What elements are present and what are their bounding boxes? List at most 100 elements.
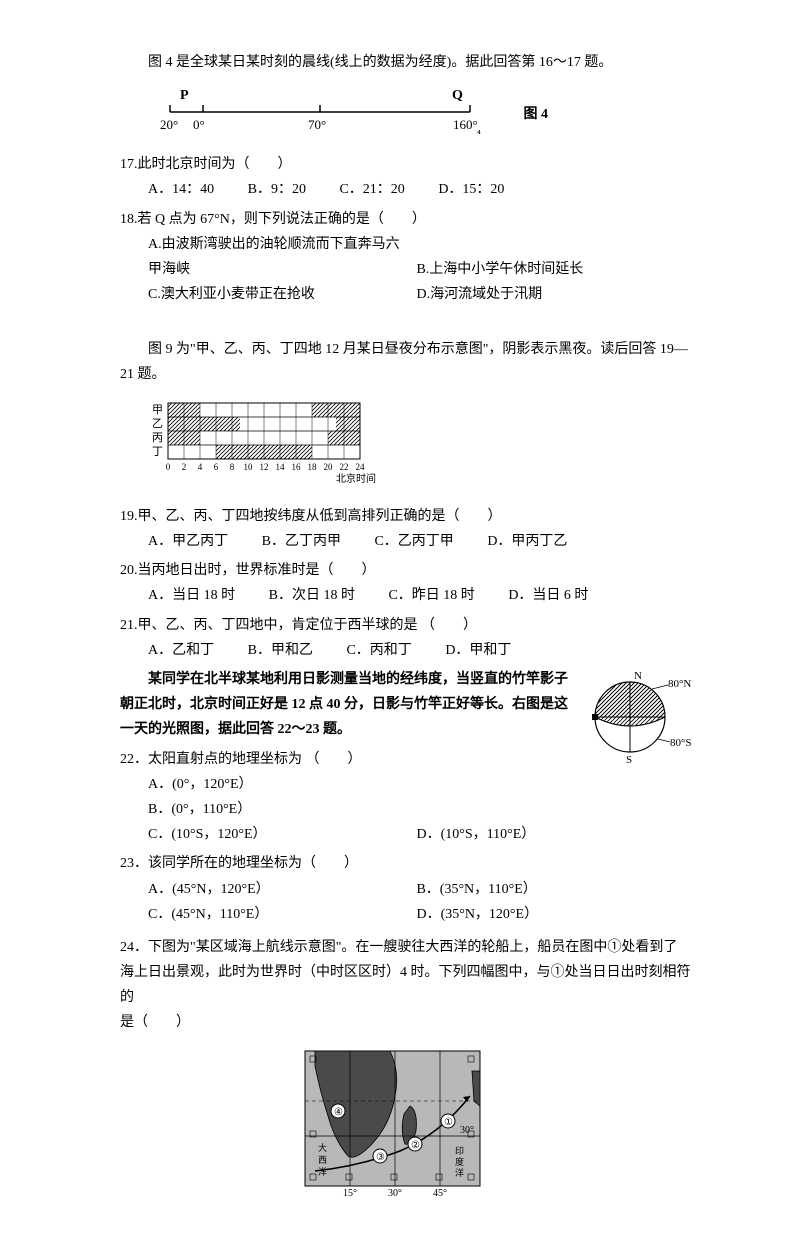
question-21: 21.甲、乙、丙、丁四地中，肯定位于西半球的是 （ ） A．乙和丁 B．甲和乙 … — [120, 613, 700, 663]
svg-text:14: 14 — [276, 462, 286, 472]
q18-opt-a[interactable]: A.由波斯湾驶出的油轮顺流而下直奔马六甲海峡 — [148, 232, 413, 282]
q24-stem2: 海上日出景观，此时为世界时（中时区区时）4 时。下列四幅图中，与①处当日日出时刻… — [120, 960, 700, 1010]
svg-text:①: ① — [444, 1117, 453, 1128]
svg-text:45°: 45° — [433, 1188, 447, 1196]
svg-text:②: ② — [411, 1140, 420, 1151]
q23-opt-b[interactable]: B．(35°N，110°E） — [416, 877, 681, 902]
q21-num: 21. — [120, 618, 138, 633]
svg-text:③: ③ — [376, 1152, 385, 1163]
question-17: 17.此时北京时间为（ ） A．14：40 B．9：20 C．21：20 D．1… — [120, 152, 700, 202]
svg-text:④: ④ — [334, 1107, 343, 1118]
svg-text:4: 4 — [198, 462, 203, 472]
svg-text:⁴: ⁴ — [477, 128, 481, 140]
fig4-tick-neg20: 20° — [160, 117, 178, 132]
svg-text:0: 0 — [166, 462, 171, 472]
fig4-tick-70: 70° — [308, 117, 326, 132]
question-19: 19.甲、乙、丙、丁四地按纬度从低到高排列正确的是（ ） A．甲乙丙丁 B．乙丁… — [120, 504, 700, 554]
q20-opt-d[interactable]: D．当日 6 时 — [508, 583, 588, 608]
q22-opt-a[interactable]: A．(0°，120°E） — [148, 772, 413, 797]
q19-opt-d[interactable]: D．甲丙丁乙 — [487, 529, 567, 554]
q24-num: 24． — [120, 940, 148, 955]
svg-text:10: 10 — [244, 462, 254, 472]
q18-num: 18. — [120, 212, 138, 227]
q18-opt-d[interactable]: D.海河流域处于汛期 — [416, 282, 681, 307]
svg-text:16: 16 — [292, 462, 302, 472]
svg-text:丁: 丁 — [152, 446, 163, 458]
q21-opt-c[interactable]: C．丙和丁 — [346, 638, 411, 663]
svg-text:24: 24 — [356, 462, 366, 472]
q21-opt-d[interactable]: D．甲和丁 — [445, 638, 511, 663]
svg-text:12: 12 — [260, 462, 269, 472]
fig4-tick-160: 160° — [453, 117, 478, 132]
svg-text:15°: 15° — [343, 1188, 357, 1196]
q22-stem: 太阳直射点的地理坐标为 （ ） — [148, 752, 362, 767]
q23-opt-a[interactable]: A．(45°N，120°E） — [148, 877, 413, 902]
svg-text:洋: 洋 — [455, 1167, 464, 1178]
svg-text:80°S: 80°S — [670, 737, 692, 749]
q23-opt-d[interactable]: D．(35°N，120°E） — [416, 902, 681, 927]
question-18: 18.若 Q 点为 67°N，则下列说法正确的是（ ） A.由波斯湾驶出的油轮顺… — [120, 207, 700, 308]
q22-opt-b[interactable]: B．(0°，110°E） — [148, 797, 413, 822]
q22-opt-d[interactable]: D．(10°S，110°E） — [416, 822, 681, 847]
q17-opt-a[interactable]: A．14：40 — [148, 177, 214, 202]
q20-stem: 当丙地日出时，世界标准时是（ ） — [138, 563, 376, 578]
svg-text:印: 印 — [455, 1145, 464, 1156]
svg-text:18: 18 — [308, 462, 318, 472]
q23-stem: 该同学所在的地理坐标为（ ） — [148, 856, 358, 871]
globe-figure: N S 80°N 80°S — [590, 667, 700, 767]
svg-text:大: 大 — [318, 1142, 327, 1153]
svg-text:30°: 30° — [388, 1188, 402, 1196]
q17-opt-d[interactable]: D．15：20 — [438, 177, 504, 202]
q22-num: 22． — [120, 752, 148, 767]
q19-opt-c[interactable]: C．乙丙丁甲 — [374, 529, 453, 554]
svg-text:8: 8 — [230, 462, 235, 472]
figure-map: 30° ① ② ③ ④ 15° 30° — [300, 1046, 700, 1196]
q19-opt-a[interactable]: A．甲乙丙丁 — [148, 529, 228, 554]
svg-text:6: 6 — [214, 462, 219, 472]
intro-fig4: 图 4 是全球某日某时刻的晨线(线上的数据为经度)。据此回答第 16～17 题。 — [120, 50, 700, 75]
q18-opt-b[interactable]: B.上海中小学午休时间延长 — [416, 257, 681, 282]
svg-text:80°N: 80°N — [668, 678, 691, 690]
q19-num: 19. — [120, 509, 138, 524]
svg-text:20: 20 — [324, 462, 334, 472]
question-20: 20.当丙地日出时，世界标准时是（ ） A．当日 18 时 B．次日 18 时 … — [120, 558, 700, 608]
question-24: 24．下图为"某区域海上航线示意图"。在一艘驶往大西洋的轮船上，船员在图中①处看… — [120, 935, 700, 1036]
svg-text:丙: 丙 — [152, 432, 163, 444]
q17-opt-b[interactable]: B．9：20 — [248, 177, 306, 202]
q21-opt-b[interactable]: B．甲和乙 — [248, 638, 313, 663]
svg-text:甲: 甲 — [152, 404, 163, 416]
svg-text:西: 西 — [318, 1155, 327, 1165]
figure-4: P Q 20° 0° 70° 160° ⁴ 图 4 — [150, 87, 700, 142]
q17-num: 17. — [120, 157, 138, 172]
svg-text:S: S — [626, 754, 632, 766]
q20-opt-c[interactable]: C．昨日 18 时 — [388, 583, 474, 608]
q21-opt-a[interactable]: A．乙和丁 — [148, 638, 214, 663]
q24-stem3: 是（ ） — [120, 1010, 700, 1035]
q18-stem: 若 Q 点为 67°N，则下列说法正确的是（ ） — [138, 212, 426, 227]
q19-opt-b[interactable]: B．乙丁丙甲 — [262, 529, 341, 554]
q23-opt-c[interactable]: C．(45°N，110°E） — [148, 902, 413, 927]
q20-num: 20. — [120, 563, 138, 578]
svg-text:北京时间: 北京时间 — [336, 472, 376, 485]
q21-stem: 甲、乙、丙、丁四地中，肯定位于西半球的是 （ ） — [138, 618, 478, 633]
svg-text:乙: 乙 — [152, 417, 163, 430]
q20-opt-b[interactable]: B．次日 18 时 — [269, 583, 355, 608]
svg-text:N: N — [634, 670, 642, 682]
figure-9: 甲 乙 丙 丁 — [150, 399, 700, 494]
svg-text:22: 22 — [340, 462, 349, 472]
fig4-caption: 图 4 — [524, 102, 549, 127]
q24-stem1: 下图为"某区域海上航线示意图"。在一艘驶往大西洋的轮船上，船员在图中①处看到了 — [148, 940, 677, 955]
q17-opt-c[interactable]: C．21：20 — [339, 177, 404, 202]
q22-opt-c[interactable]: C．(10°S，120°E） — [148, 822, 413, 847]
q23-num: 23． — [120, 856, 148, 871]
svg-text:2: 2 — [182, 462, 187, 472]
svg-text:度: 度 — [455, 1156, 464, 1167]
question-23: 23．该同学所在的地理坐标为（ ） A．(45°N，120°E） B．(35°N… — [120, 851, 700, 927]
fig4-p-label: P — [180, 88, 189, 103]
fig4-tick-0: 0° — [193, 117, 205, 132]
q18-opt-c[interactable]: C.澳大利亚小麦带正在抢收 — [148, 282, 413, 307]
q20-opt-a[interactable]: A．当日 18 时 — [148, 583, 235, 608]
q19-stem: 甲、乙、丙、丁四地按纬度从低到高排列正确的是（ ） — [138, 509, 502, 524]
svg-text:30°: 30° — [460, 1125, 474, 1136]
intro-fig9: 图 9 为"甲、乙、丙、丁四地 12 月某日昼夜分布示意图"，阴影表示黑夜。读后… — [120, 337, 700, 387]
